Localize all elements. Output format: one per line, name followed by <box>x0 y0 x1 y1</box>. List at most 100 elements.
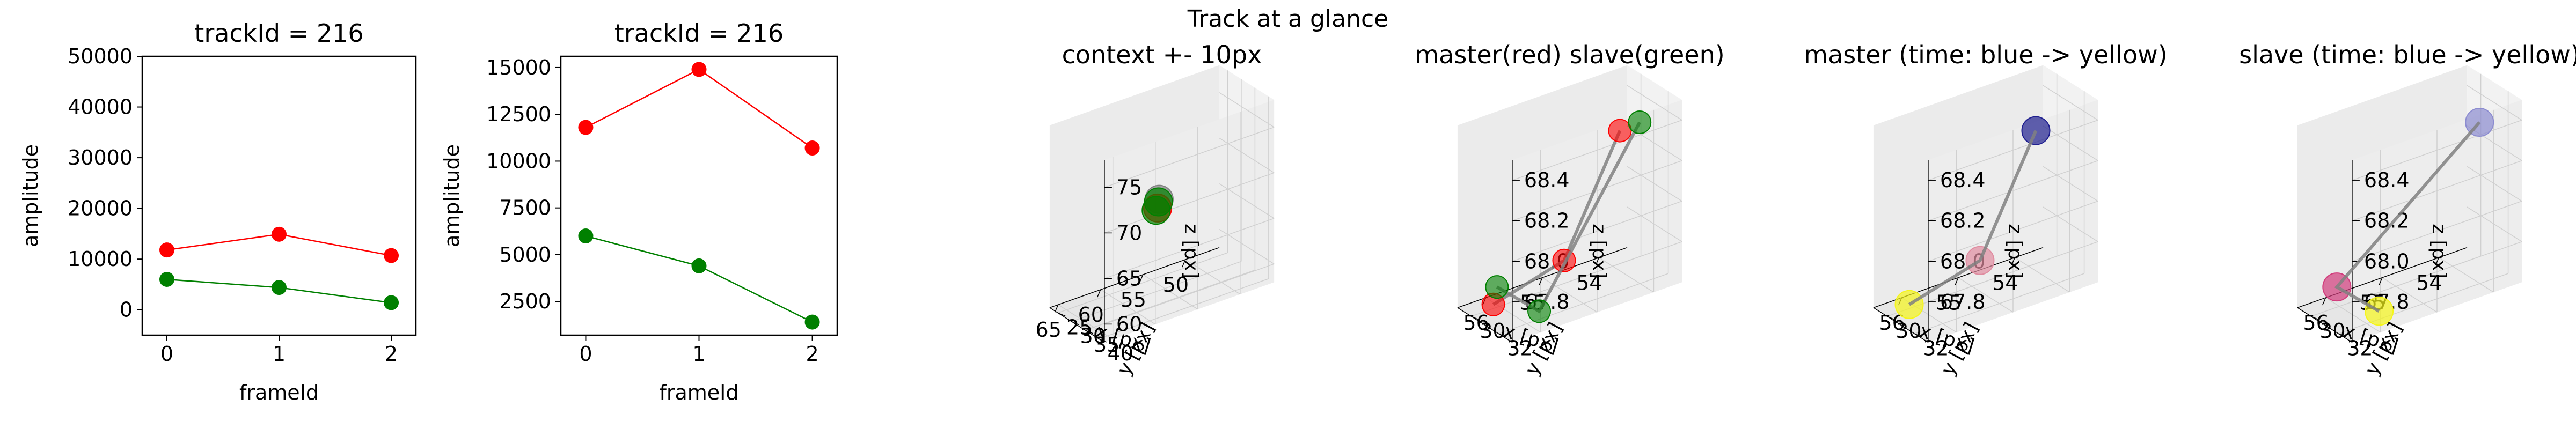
grid-line <box>1104 263 1275 325</box>
x-tick <box>1182 259 1186 268</box>
grid-line <box>1598 257 1654 293</box>
slave-point <box>1527 299 1552 323</box>
x-tick-label: 1 <box>692 342 705 366</box>
x-tick-label: 56 <box>1463 311 1489 335</box>
grid-line <box>1512 241 1682 302</box>
x-tick <box>2435 257 2440 265</box>
master-point <box>1608 119 1632 143</box>
grid-line <box>1498 273 1668 334</box>
grid-line <box>1104 218 1275 279</box>
grid-line <box>2043 85 2098 121</box>
chart-title: trackId = 216 <box>194 19 363 48</box>
grid-line <box>2014 257 2070 293</box>
data-point <box>578 228 594 244</box>
data-point <box>272 280 287 295</box>
x-tick <box>2011 257 2016 265</box>
grid-line <box>1219 137 1275 173</box>
x-tick-label: 60 <box>1078 303 1104 327</box>
y-tick-label: 10000 <box>68 247 133 271</box>
y-tick-label: 50000 <box>68 45 133 68</box>
line-chart-1: trackId = 216 0 1 2 0 10000 20000 30000 40000 500… <box>19 19 417 404</box>
grid-line <box>1627 85 1682 121</box>
grid-line <box>2338 273 2508 334</box>
grid-line <box>2352 120 2522 181</box>
series-line-1 <box>585 68 813 149</box>
z-axis-label: z [px] <box>1180 224 1202 279</box>
y-tick-label: 40000 <box>68 95 133 119</box>
grid-line <box>1512 160 1682 221</box>
grid-line <box>2382 277 2438 313</box>
grid-line <box>1104 172 1275 234</box>
x-tick-label: 54 <box>2416 271 2442 294</box>
z-tick-label: 68.0 <box>2364 249 2410 273</box>
grid-line <box>1100 289 1156 325</box>
chart-title: context +- 10px <box>1062 40 1262 69</box>
y-tick-label: 30000 <box>68 146 133 169</box>
z-tick-label: 68.4 <box>1940 168 1986 192</box>
grid-line <box>2467 206 2522 242</box>
z-tick-label: 75 <box>1116 175 1142 199</box>
grid-line <box>2467 85 2522 121</box>
y-tick-label: 2500 <box>499 290 551 313</box>
x-tick-label: 65 <box>1036 318 1062 342</box>
data-point <box>159 272 174 287</box>
y-axis-label: amplitude <box>440 144 464 247</box>
line-chart-2: trackId = 216 0 1 2 2500 5000 7500 10000 12500 15… <box>440 19 838 404</box>
grid-line <box>1104 127 1275 188</box>
y-tick-label: 32 <box>1923 336 1949 360</box>
grid-line <box>1928 160 2098 221</box>
y-tick-label: 40 <box>1108 342 1133 365</box>
y-tick <box>1914 333 1922 337</box>
y-tick <box>1085 330 1093 334</box>
x-tick-label: 0 <box>160 342 173 366</box>
x-tick <box>1595 257 1600 265</box>
x-tick-label: 54 <box>1576 271 1602 294</box>
chart-title: trackId = 216 <box>614 19 784 48</box>
y-tick-label: 32 <box>1507 336 1533 360</box>
data-point <box>384 295 399 310</box>
grid-line <box>2325 297 2381 333</box>
data-point <box>804 140 820 156</box>
y-tick-label: 32 <box>2347 336 2373 360</box>
z-axis-label: z [px] <box>2004 224 2026 279</box>
y-axis-line <box>1457 307 1513 343</box>
grid-line <box>1219 228 1275 264</box>
x-tick <box>1539 277 1543 285</box>
y-tick <box>1057 312 1066 317</box>
grid-line <box>1512 201 1682 262</box>
grid-line <box>2352 201 2522 262</box>
grid-line <box>1928 120 2098 181</box>
y-tick-label: 15000 <box>486 56 551 79</box>
x-tick-label: 55 <box>1121 288 1146 312</box>
data-point <box>1144 187 1173 217</box>
x-tick <box>1097 289 1101 298</box>
chart-title: master (time: blue -> yellow) <box>1804 40 2167 69</box>
grid-line <box>1627 206 1682 242</box>
grid-line <box>1143 274 1198 310</box>
grid-line <box>2467 166 2522 202</box>
grid-line <box>1219 92 1275 128</box>
z-axis-label: z [px] <box>2428 224 2450 279</box>
grid-line <box>1512 120 1682 181</box>
z-tick-label: 68.2 <box>1524 209 1570 233</box>
grid-line <box>1928 201 2098 262</box>
plot-frame <box>560 55 838 336</box>
data-point <box>691 62 707 77</box>
y-tick <box>1099 338 1107 343</box>
grid-line <box>1085 269 1255 331</box>
track-line <box>1908 130 2038 306</box>
z-tick-label: 65 <box>1116 267 1142 290</box>
x-axis-label: frameId <box>659 381 738 404</box>
x-tick <box>1055 304 1059 313</box>
x-tick <box>1955 277 1959 285</box>
x-tick-label: 55 <box>1936 291 1962 315</box>
y-tick-label: 30 <box>1480 319 1505 343</box>
grid-line <box>2043 166 2098 202</box>
x-tick-label: 0 <box>579 342 592 366</box>
grid-line <box>1542 277 1598 313</box>
data-point <box>272 226 287 242</box>
